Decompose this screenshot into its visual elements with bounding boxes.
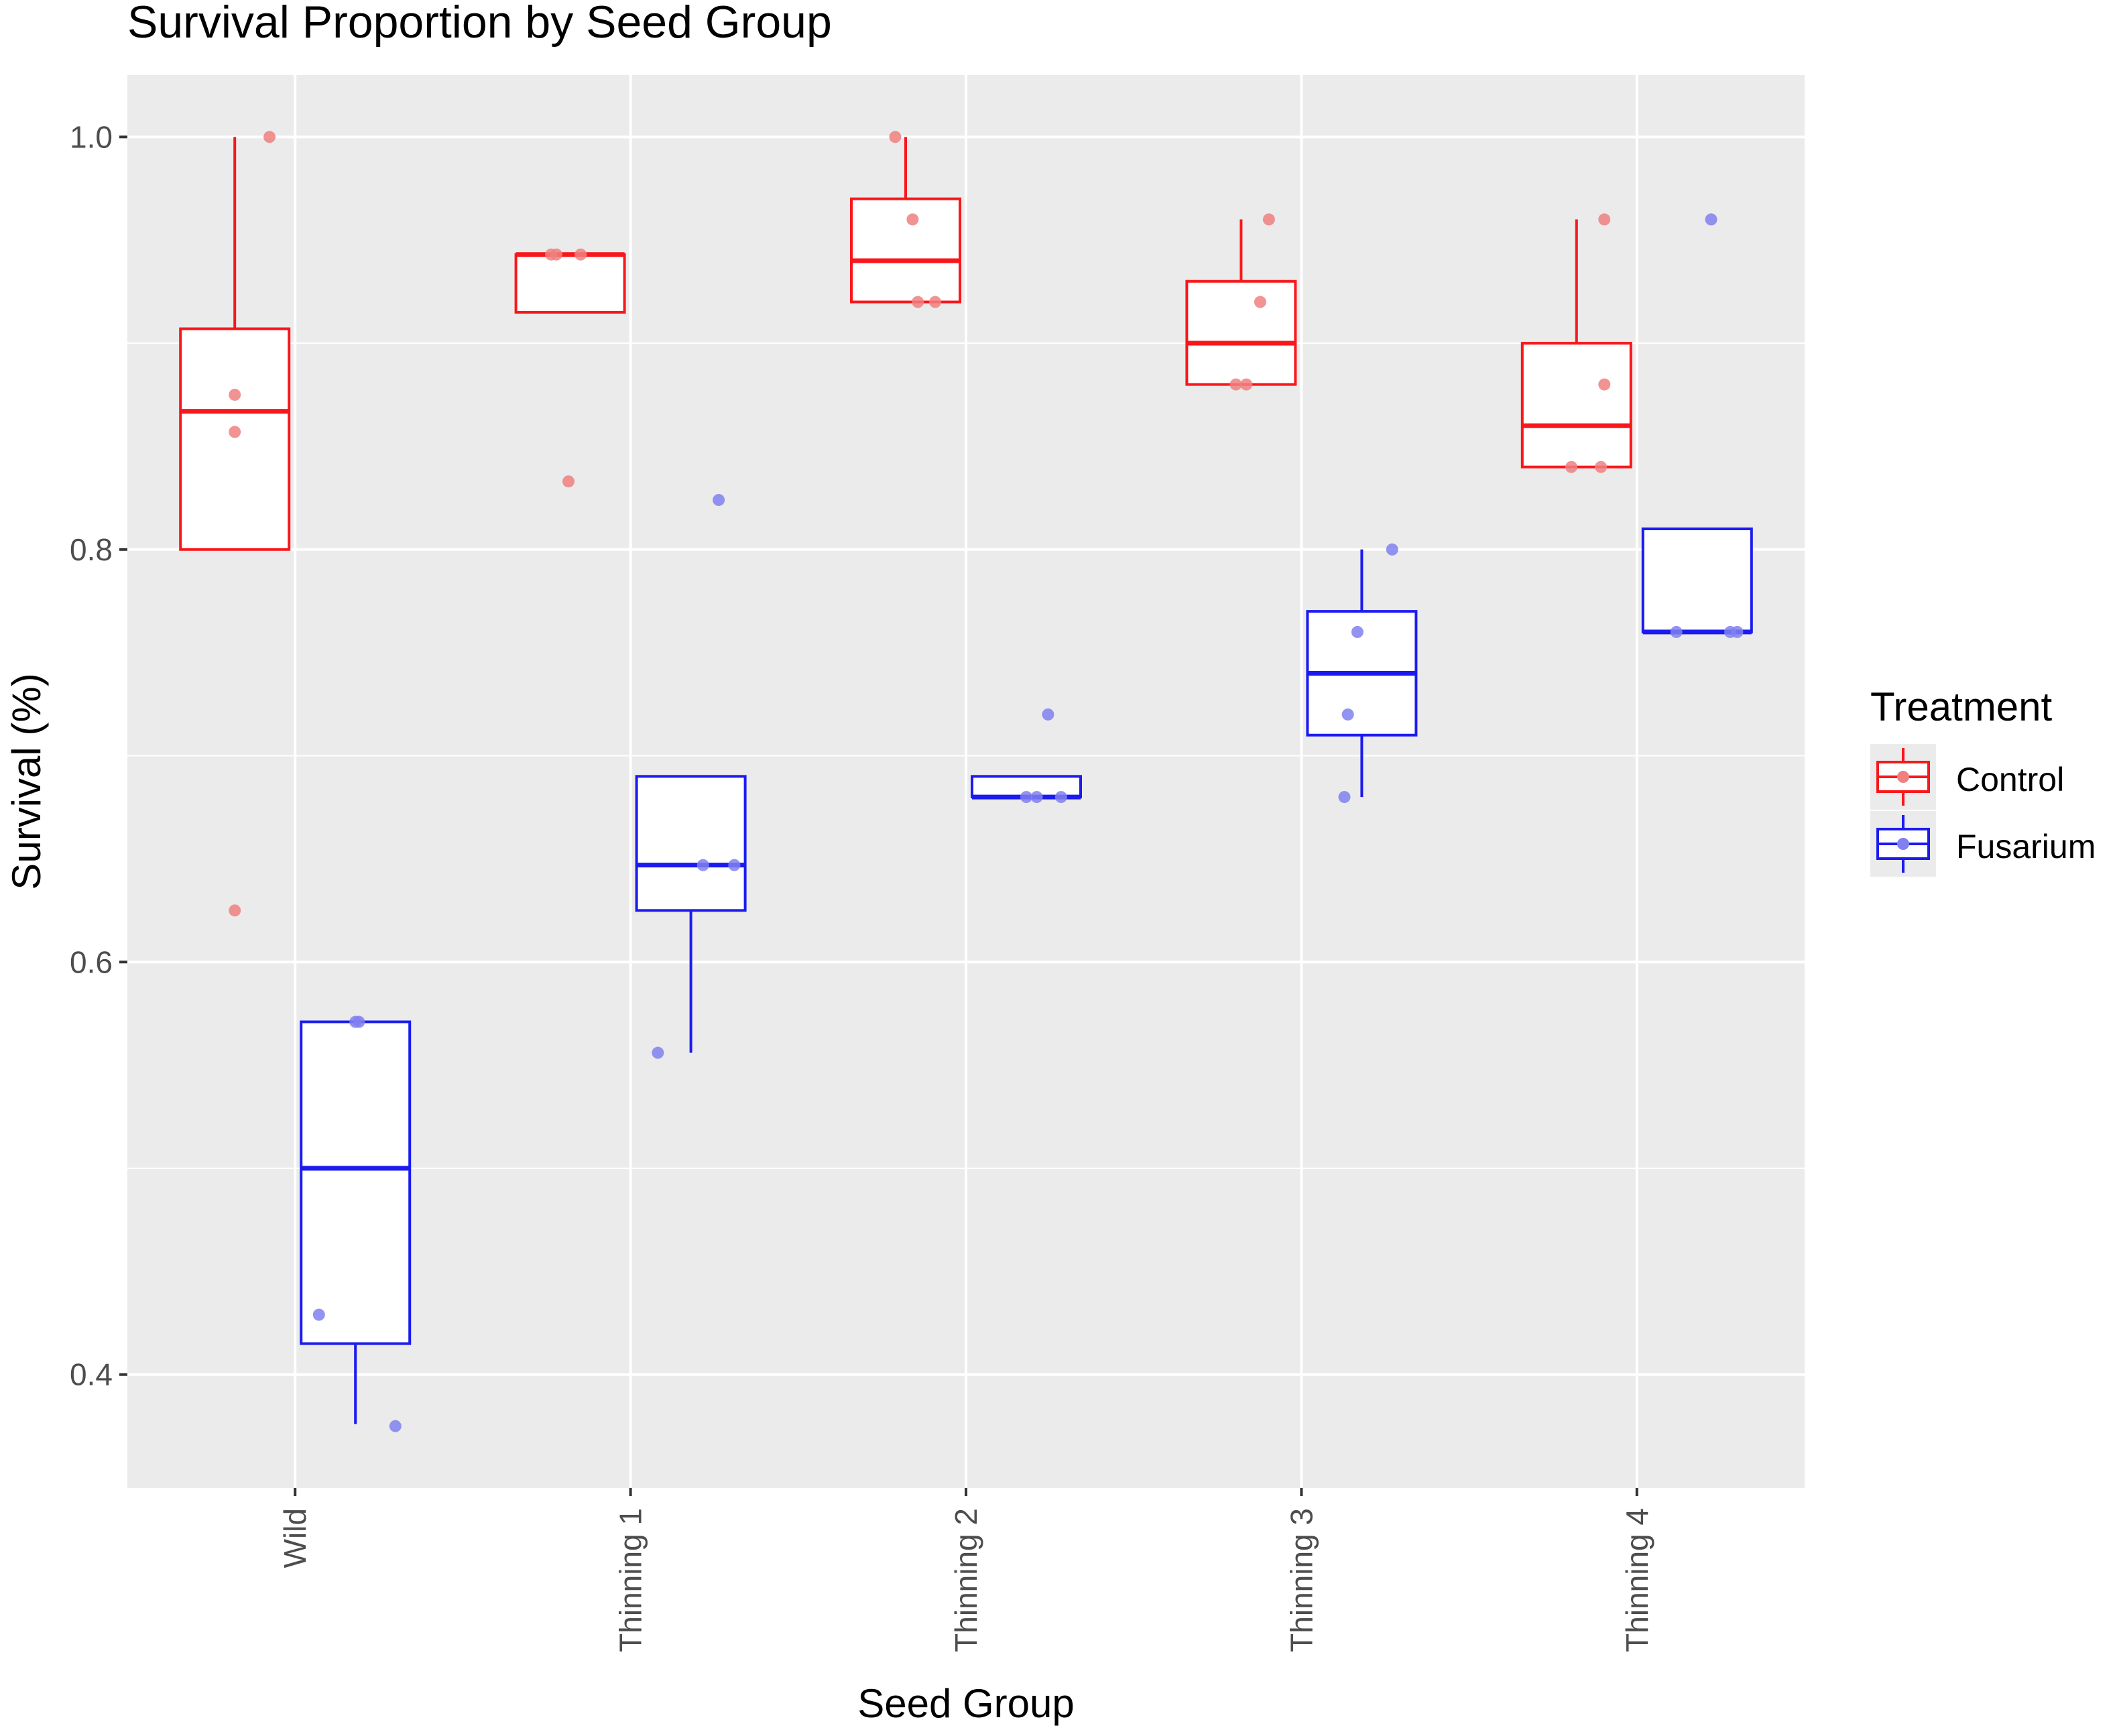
point-fusarium [652,1046,664,1059]
chart-title: Survival Proportion by Seed Group [127,0,832,48]
point-fusarium [1020,791,1032,804]
legend-key-control-glyph [1876,748,1930,806]
point-control [263,131,276,143]
box-iqr [1185,280,1297,386]
box-fusarium-thinning-1 [635,775,747,1053]
legend-point [1897,771,1909,783]
point-fusarium [1731,625,1744,638]
x-tick-label: Wild [278,1508,312,1568]
legend-label-fusarium: Fusarium [1956,828,2096,865]
legend-key-fusarium-glyph [1876,815,1930,873]
legend-label-control: Control [1956,761,2064,798]
box-iqr [635,775,747,912]
point-fusarium [728,859,741,871]
grid-lines [127,75,1805,1488]
point-control [562,475,575,488]
legend-point [1897,838,1909,850]
point-control [912,296,924,308]
legend: Treatment Control Fusarium [1870,684,2096,877]
y-tick-label: 0.6 [70,944,113,979]
point-fusarium [1054,791,1067,804]
x-tick-label: Thinning 4 [1620,1508,1654,1652]
point-fusarium [353,1015,365,1028]
box-iqr [179,327,291,551]
point-fusarium [1386,543,1398,556]
point-fusarium [389,1420,402,1432]
x-tick-label: Thinning 2 [949,1508,983,1652]
box-iqr [1520,342,1632,469]
point-control [906,213,919,226]
box-iqr [300,1020,412,1345]
y-tick-label: 0.8 [70,532,113,567]
point-control [1240,378,1253,391]
axes: 0.4 0.6 0.8 1.0 Wild Thinning 1 Thinning 2 Thin… [70,119,1654,1652]
point-control [1262,213,1275,226]
y-tick-label: 1.0 [70,119,113,154]
point-fusarium [312,1308,325,1321]
box-iqr [514,253,626,314]
x-axis-title: Seed Group [857,1681,1075,1726]
point-control [550,248,562,261]
point-control [229,904,241,917]
point-control [929,296,942,308]
point-fusarium [1705,213,1717,226]
point-fusarium [1338,791,1351,804]
box-fusarium-thinning-4 [1641,528,1753,635]
point-control [229,426,241,438]
y-tick-label: 0.4 [70,1357,113,1392]
y-axis-title: Survival (%) [4,673,49,889]
box-control-thinning-1 [514,252,626,314]
point-fusarium [1670,625,1683,638]
box-plots [179,137,1753,1424]
point-fusarium [1042,708,1054,721]
point-control [1254,296,1266,308]
box-control-thinning-2 [850,137,961,304]
point-fusarium [1341,708,1354,721]
point-control [1565,460,1578,473]
point-control [1229,378,1242,391]
point-fusarium [1030,791,1043,804]
point-control [1595,460,1608,473]
point-control [1598,213,1611,226]
box-control-wild [179,137,291,551]
box-iqr [850,197,961,304]
box-control-thinning-3 [1185,219,1297,386]
point-fusarium [1351,625,1364,638]
point-control [1598,378,1611,391]
point-control [575,248,587,261]
x-tick-label: Thinning 1 [613,1508,648,1652]
legend-title: Treatment [1870,684,2053,729]
box-iqr [1641,528,1753,633]
box-control-thinning-4 [1520,219,1632,469]
point-control [889,131,902,143]
point-control [229,388,241,401]
point-fusarium [713,493,725,506]
data-points [229,131,1744,1432]
point-fusarium [697,859,709,871]
x-tick-label: Thinning 3 [1284,1508,1319,1652]
